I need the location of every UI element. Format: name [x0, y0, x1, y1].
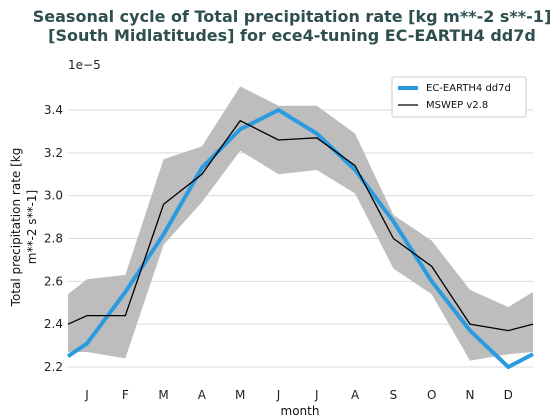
legend-box: [391, 76, 527, 118]
y-offset-text: 1e−5: [68, 58, 101, 72]
x-tick-label: S: [390, 388, 398, 402]
y-tick-label: 3.4: [44, 103, 63, 117]
chart-title-line1: Seasonal cycle of Total precipitation ra…: [33, 7, 552, 26]
y-tick-labels: 2.2 2.4 2.6 2.8 3.0 3.2 3.4: [44, 103, 63, 374]
y-axis-label-line2: m**-2 s**-1]: [25, 190, 39, 264]
x-tick-label: J: [276, 388, 281, 402]
x-tick-label: F: [122, 388, 129, 402]
x-tick-label: O: [427, 388, 436, 402]
y-tick-label: 3.2: [44, 146, 63, 160]
x-tick-label: M: [158, 388, 168, 402]
y-tick-label: 3.0: [44, 189, 63, 203]
x-tick-label: J: [314, 388, 319, 402]
chart-title-line2: [South Midlatitudes] for ece4-tuning EC-…: [48, 26, 536, 45]
y-tick-label: 2.6: [44, 274, 63, 288]
legend-label-ec-earth4: EC-EARTH4 dd7d: [426, 83, 511, 94]
x-tick-label: A: [198, 388, 207, 402]
x-tick-label: M: [235, 388, 245, 402]
x-tick-label: A: [351, 388, 360, 402]
x-tick-label: N: [466, 388, 475, 402]
spread-band: [68, 86, 533, 361]
legend: EC-EARTH4 dd7d MSWEP v2.8: [391, 76, 527, 118]
series-line-ec-earth4: [66, 108, 534, 369]
y-axis-label-line1: Total precipitation rate [kg: [9, 148, 23, 308]
y-tick-label: 2.8: [44, 232, 63, 246]
y-tick-label: 2.2: [44, 360, 63, 374]
x-axis-label: month: [281, 404, 320, 418]
y-tick-label: 2.4: [44, 317, 63, 331]
series-line-mswep: [67, 119, 534, 332]
x-tick-label: J: [84, 388, 89, 402]
legend-label-mswep: MSWEP v2.8: [426, 100, 488, 111]
x-tick-label: D: [504, 388, 513, 402]
